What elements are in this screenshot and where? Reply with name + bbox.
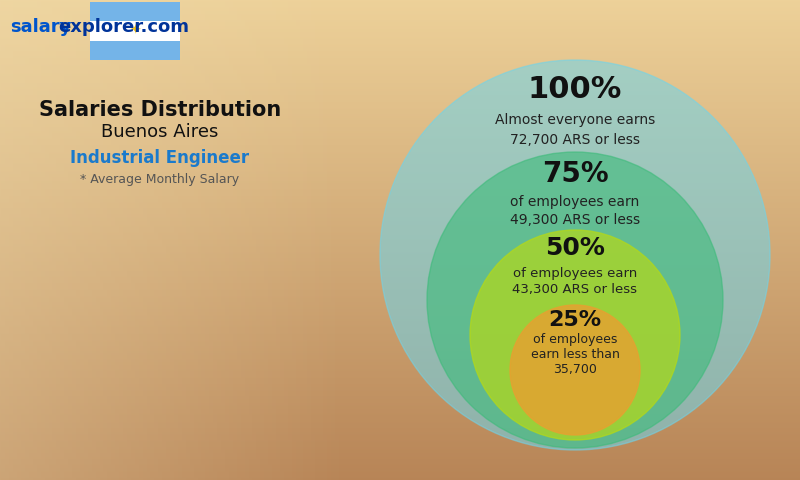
Circle shape (510, 305, 640, 435)
Text: Salaries Distribution: Salaries Distribution (39, 100, 281, 120)
Text: Industrial Engineer: Industrial Engineer (70, 149, 250, 167)
Text: 50%: 50% (545, 236, 605, 260)
Text: earn less than: earn less than (530, 348, 619, 361)
Text: Almost everyone earns: Almost everyone earns (495, 113, 655, 127)
Text: 43,300 ARS or less: 43,300 ARS or less (513, 284, 638, 297)
FancyBboxPatch shape (90, 41, 180, 60)
Text: explorer.com: explorer.com (58, 18, 189, 36)
Text: * Average Monthly Salary: * Average Monthly Salary (81, 173, 239, 187)
Circle shape (427, 152, 723, 448)
Text: 35,700: 35,700 (553, 363, 597, 376)
FancyBboxPatch shape (90, 2, 180, 21)
Circle shape (470, 230, 680, 440)
Text: 25%: 25% (549, 310, 602, 330)
Text: salary: salary (10, 18, 71, 36)
Text: of employees earn: of employees earn (513, 266, 637, 279)
Text: 75%: 75% (542, 160, 608, 188)
Circle shape (380, 60, 770, 450)
Text: of employees earn: of employees earn (510, 195, 640, 209)
Text: Buenos Aires: Buenos Aires (102, 123, 218, 141)
FancyBboxPatch shape (90, 21, 180, 41)
Text: of employees: of employees (533, 334, 617, 347)
Text: 100%: 100% (528, 75, 622, 105)
Text: 49,300 ARS or less: 49,300 ARS or less (510, 213, 640, 227)
Text: 72,700 ARS or less: 72,700 ARS or less (510, 133, 640, 147)
Text: ✦: ✦ (129, 24, 141, 38)
